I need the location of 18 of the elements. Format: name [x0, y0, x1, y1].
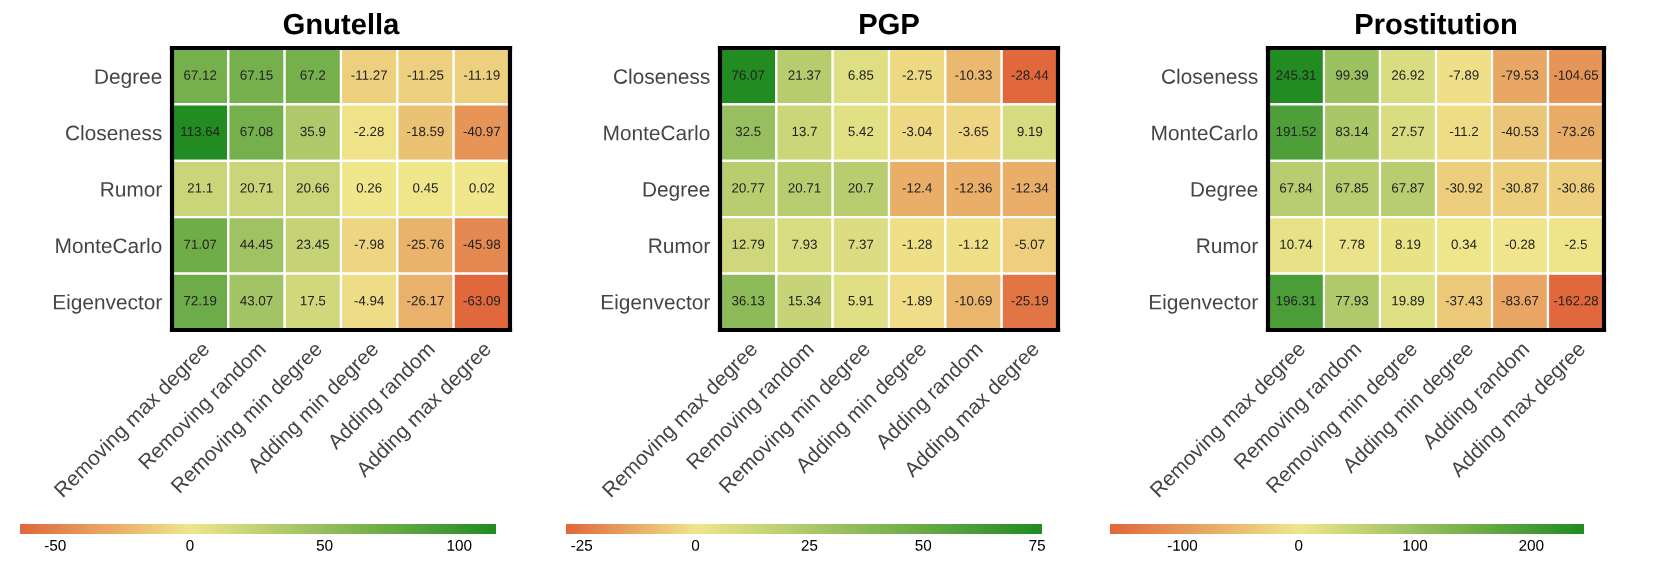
- chart-title: PGP: [860, 13, 919, 35]
- y-tick-label: MonteCarlo: [604, 125, 710, 141]
- y-tick-label: Closeness: [614, 68, 710, 84]
- y-tick-label: Degree: [95, 69, 162, 89]
- y-tick-label: Rumor: [1197, 238, 1258, 254]
- chart-title: Prostitution: [1356, 12, 1517, 35]
- y-tick-label: Eigenvector: [53, 294, 162, 314]
- y-tick-label: Rumor: [649, 238, 710, 254]
- y-tick-label: Eigenvector: [1149, 294, 1258, 314]
- y-tick-label: Eigenvector: [601, 294, 710, 314]
- y-tick-label: Degree: [1191, 182, 1258, 201]
- y-tick-label: Closeness: [1162, 68, 1258, 84]
- y-tick-label: Rumor: [101, 182, 162, 197]
- y-tick-label: Degree: [643, 182, 710, 201]
- y-tick-label: Closeness: [66, 125, 162, 141]
- chart-title: Gnutella: [283, 12, 400, 35]
- y-tick-label: MonteCarlo: [1152, 125, 1258, 141]
- y-tick-label: MonteCarlo: [56, 237, 162, 254]
